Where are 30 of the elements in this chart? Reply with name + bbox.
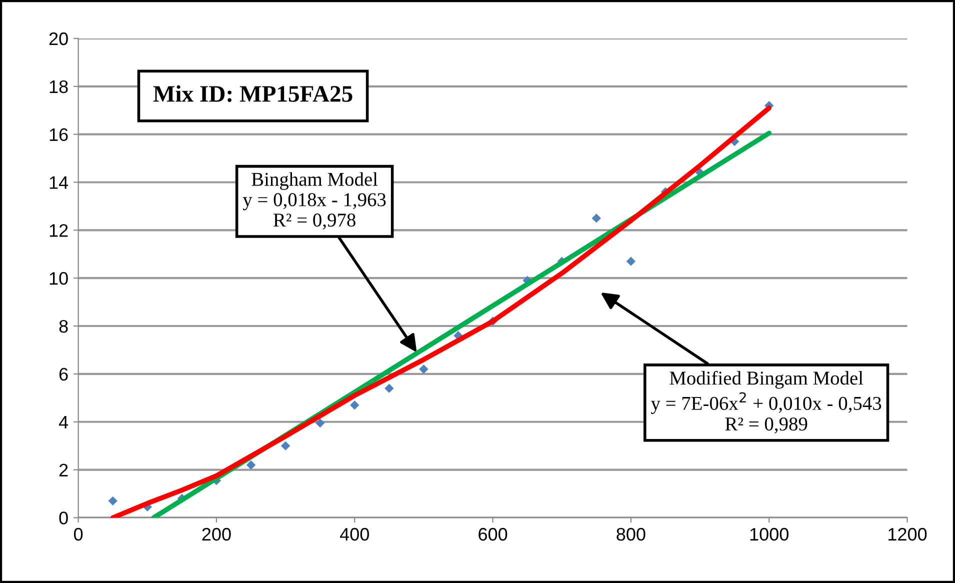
y-tick-label: 2 [59, 464, 68, 476]
point [592, 214, 602, 223]
annotation: Mix ID: MP15FA25 [153, 85, 352, 102]
y-tick-label: 8 [59, 320, 68, 333]
y-tick-label: 6 [59, 368, 68, 381]
y-tick-label: 10 [50, 272, 68, 285]
point [626, 256, 636, 266]
y-tick-label: 0 [59, 512, 68, 524]
x-tick-label: 800 [616, 528, 646, 541]
annotation: Modified Bingam Model y = 7E-06x$^{2}$ + 0,010x - 0,543 R² = 0,989 [650, 370, 882, 434]
x-tick-label: 1000 [750, 528, 788, 541]
y-tick-label: 16 [50, 128, 68, 142]
point [108, 496, 118, 506]
annotation: Bingham Model y = 0,018x - 1,963 R² = 0,978 [242, 172, 386, 230]
point [280, 441, 290, 450]
point [384, 384, 394, 393]
x-tick-label: 200 [202, 528, 231, 541]
x-tick-label: 0 [74, 528, 83, 541]
point [315, 418, 325, 428]
y-tick-label: 20 [49, 32, 68, 46]
point [350, 400, 360, 410]
y-tick-label: 12 [50, 224, 68, 237]
x-tick-label: 600 [478, 528, 508, 541]
point [419, 364, 428, 374]
x-tick-label: 400 [340, 528, 369, 541]
y-tick-label: 4 [58, 416, 68, 428]
y-tick-label: 14 [50, 176, 68, 189]
x-tick-label: 1200 [888, 528, 927, 541]
point [246, 460, 256, 470]
y-tick-label: 18 [50, 80, 68, 94]
